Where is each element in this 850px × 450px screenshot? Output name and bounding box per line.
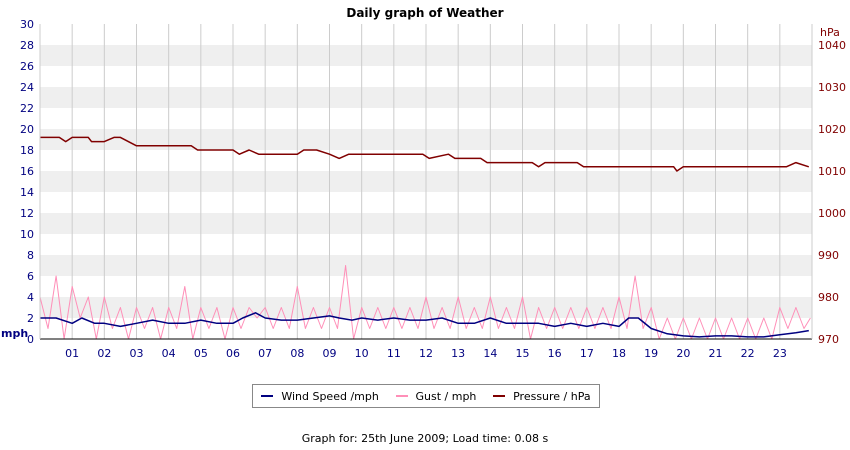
left-tick-label: 12 [20,207,34,220]
pressure-line [40,136,810,172]
chart-title: Daily graph of Weather [346,6,503,20]
legend-label-pressure: Pressure / hPa [513,389,591,403]
x-tick-label: 16 [548,347,562,360]
left-tick-label: 30 [20,18,34,31]
right-tick-label: 1010 [818,165,846,178]
left-tick-label: 26 [20,60,34,73]
left-tick-label: 22 [20,102,34,115]
legend-item-gust: Gust / mph [395,389,477,403]
left-tick-label: 28 [20,39,34,52]
gust-line [39,265,811,340]
x-tick-label: 05 [194,347,208,360]
right-tick-label: 1040 [818,39,846,52]
wind-speed-swatch [261,395,274,397]
wind-speed-line [40,312,809,338]
x-tick-label: 03 [130,347,144,360]
left-tick-label: 4 [27,291,34,304]
left-tick-label: 8 [27,249,34,262]
right-tick-labels: 970 980 990 1000 1010 1020 1030 1040 [818,39,846,346]
x-tick-label: 08 [290,347,304,360]
x-tick-labels: 01 02 03 04 05 06 07 08 09 10 11 12 13 14 15 16 17 18 19 20… [65,347,787,360]
x-tick-label: 23 [773,347,787,360]
series-layer [39,136,811,340]
x-tick-label: 11 [387,347,401,360]
x-tick-label: 22 [741,347,755,360]
left-tick-label: 20 [20,123,34,136]
left-tick-label: 14 [20,186,34,199]
gust-swatch [395,395,408,397]
right-tick-label: 1000 [818,207,846,220]
x-tick-label: 04 [162,347,176,360]
x-tick-label: 20 [676,347,690,360]
x-tick-label: 15 [516,347,530,360]
left-tick-label: 2 [27,312,34,325]
left-tick-label: 24 [20,81,34,94]
x-tick-label: 21 [709,347,723,360]
left-tick-label: 18 [20,144,34,157]
left-tick-label: 0 [27,333,34,346]
x-tick-label: 18 [612,347,626,360]
legend-item-wind-speed: Wind Speed /mph [261,390,379,403]
right-tick-label: 970 [818,333,839,346]
left-tick-label: 16 [20,165,34,178]
x-tick-label: 10 [355,347,369,360]
x-tick-label: 06 [226,347,240,360]
x-tick-label: 07 [258,347,272,360]
legend-label-gust: Gust / mph [415,389,477,403]
x-tick-label: 19 [644,347,658,360]
right-tick-label: 1020 [818,123,846,136]
left-tick-label: 6 [27,270,34,283]
chart-legend: Wind Speed /mph Gust / mph Pressure / hP… [252,384,600,408]
x-tick-label: 01 [65,347,79,360]
pressure-swatch [493,395,506,397]
left-tick-label: 10 [20,228,34,241]
right-axis-unit: hPa [820,26,840,39]
x-tick-label: 12 [419,347,433,360]
x-tick-label: 02 [97,347,111,360]
x-tick-label: 13 [451,347,465,360]
right-tick-label: 990 [818,249,839,262]
right-tick-label: 1030 [818,81,846,94]
x-tick-label: 09 [323,347,337,360]
legend-item-pressure: Pressure / hPa [493,390,591,403]
x-tick-label: 14 [483,347,497,360]
right-tick-label: 980 [818,291,839,304]
footer-text: Graph for: 25th June 2009; Load time: 0.… [301,432,549,445]
left-axis-unit: mph [1,327,28,340]
x-tick-label: 17 [580,347,594,360]
legend-label-wind-speed: Wind Speed /mph [281,389,379,403]
